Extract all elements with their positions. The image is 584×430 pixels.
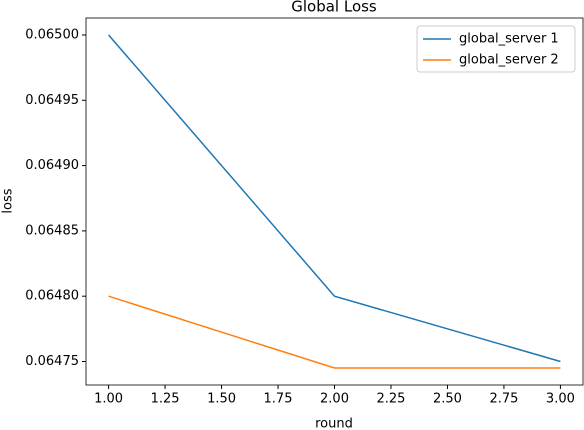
x-tick-label: 2.75 [489, 392, 518, 407]
plot-frame [85, 17, 584, 386]
y-tick-label: 0.06485 [25, 223, 79, 238]
y-tick-label: 0.06500 [25, 27, 79, 42]
y-tick-label: 0.06495 [25, 93, 79, 108]
x-tick-label: 2.00 [320, 392, 349, 407]
x-tick-label: 1.75 [264, 392, 293, 407]
line-series [108, 295, 561, 369]
y-axis-label: loss [1, 188, 16, 213]
x-tick-label: 1.25 [151, 392, 180, 407]
legend-label: global_server 2 [459, 53, 559, 68]
y-tick-label: 0.06490 [25, 158, 79, 173]
y-tick-label: 0.06480 [25, 289, 79, 304]
line-series [108, 34, 561, 363]
x-tick-label: 2.25 [377, 392, 406, 407]
x-tick-label: 3.00 [546, 392, 575, 407]
legend-box [416, 25, 576, 73]
chart-title: Global Loss [291, 0, 377, 16]
x-tick-label: 1.50 [207, 392, 236, 407]
legend-label: global_server 1 [459, 32, 559, 47]
x-tick-label: 2.50 [433, 392, 462, 407]
x-tick-label: 1.00 [94, 392, 123, 407]
y-tick-label: 0.06475 [25, 354, 79, 369]
x-axis-label: round [315, 417, 353, 430]
